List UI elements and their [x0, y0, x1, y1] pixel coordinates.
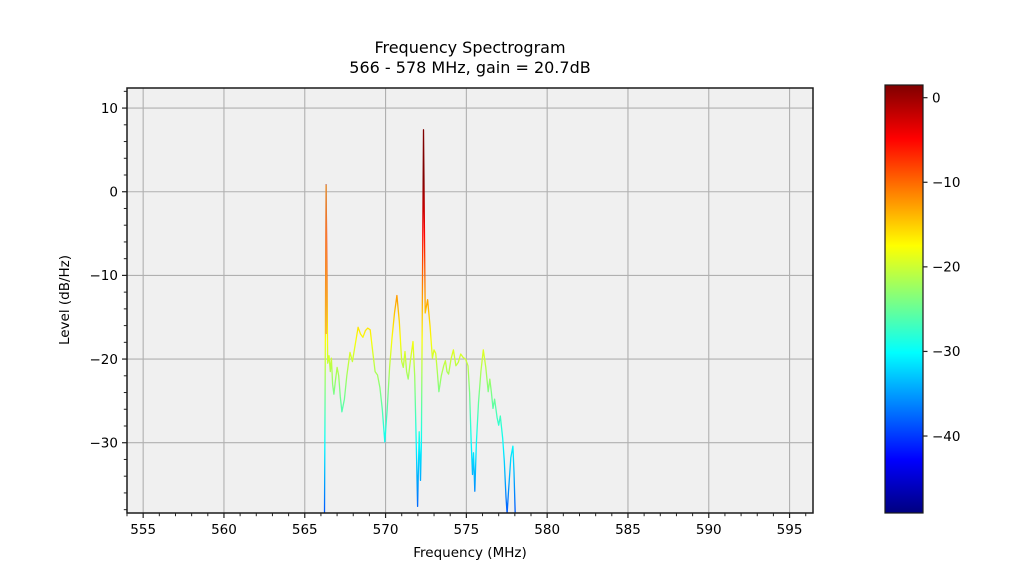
- x-tick-label: 585: [615, 522, 641, 538]
- y-tick-label: −30: [90, 436, 119, 452]
- colorbar: [884, 84, 924, 514]
- y-tick-label: −20: [90, 352, 119, 368]
- colorbar-tick-label: −10: [932, 175, 961, 191]
- chart-title-line1: Frequency Spectrogram: [374, 38, 565, 57]
- plot-background: [127, 88, 813, 513]
- x-tick-label: 560: [211, 522, 237, 538]
- gridlines: [127, 88, 813, 513]
- colorbar-tick-label: 0: [932, 90, 941, 106]
- y-tick-label: 10: [101, 101, 118, 117]
- x-tick-label: 590: [696, 522, 722, 538]
- plot-render-root: 555 560 565 570 575 580 585 590 595100−10−20−300…: [90, 84, 961, 538]
- major-ticks: [122, 107, 791, 518]
- colorbar-tick-label: −30: [932, 344, 961, 360]
- spectrum-line: [323, 129, 516, 513]
- x-tick-label: 595: [777, 522, 803, 538]
- x-tick-label: 555: [130, 522, 156, 538]
- colorbar-tick-label: −20: [932, 260, 961, 276]
- spectrum-group: [323, 129, 516, 513]
- x-tick-label: 575: [453, 522, 479, 538]
- x-tick-label: 570: [373, 522, 399, 538]
- y-tick-label: 0: [109, 185, 118, 201]
- x-tick-label: 580: [534, 522, 560, 538]
- colorbar-ticks: [923, 97, 928, 437]
- x-tick-label: 565: [292, 522, 318, 538]
- colorbar-tick-labels: 0 −10 −20 −30 −40: [932, 90, 961, 444]
- y-tick-label: −10: [90, 268, 119, 284]
- tick-labels: 555 560 565 570 575 580 585 590 595 10 0 −10 −20 −30: [90, 101, 803, 538]
- chart-title-line2: 566 - 578 MHz, gain = 20.7dB: [349, 58, 590, 77]
- plot-border: [126, 87, 814, 514]
- colorbar-tick-label: −40: [932, 429, 961, 445]
- y-axis-label: Level (dB/Hz): [57, 255, 73, 345]
- x-axis-label: Frequency (MHz): [413, 545, 526, 561]
